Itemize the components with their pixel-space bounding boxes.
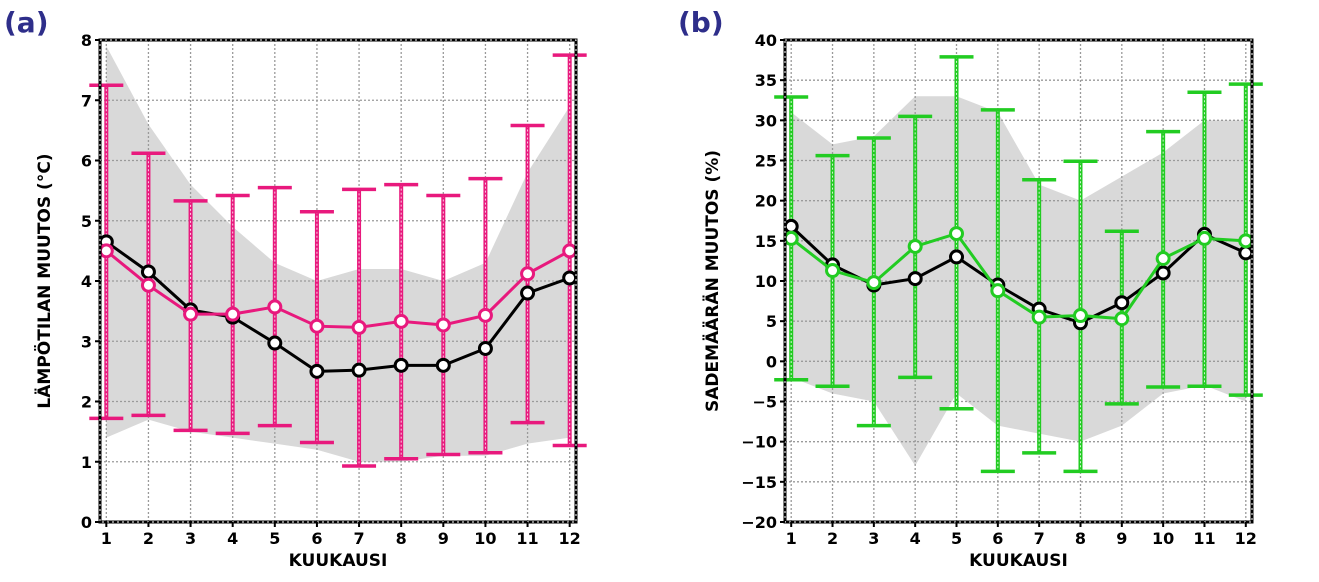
data-point: [183, 306, 199, 322]
data-point: [949, 249, 965, 265]
data-point: [990, 283, 1006, 299]
y-tick-label: 25: [755, 152, 777, 171]
x-tick-label: 9: [1116, 529, 1127, 548]
data-point: [1114, 311, 1130, 327]
y-tick-label: 0: [766, 352, 777, 371]
x-tick-label: 6: [311, 529, 322, 548]
data-point: [1238, 233, 1254, 249]
y-tick-label: −15: [741, 473, 777, 492]
data-point: [907, 238, 923, 254]
data-point: [783, 230, 799, 246]
data-point: [1031, 309, 1047, 325]
data-point: [477, 307, 493, 323]
data-point: [825, 263, 841, 279]
x-tick-label: 10: [1152, 529, 1174, 548]
x-tick-label: 4: [227, 529, 238, 548]
x-tick-label: 7: [1034, 529, 1045, 548]
y-tick-label: 15: [755, 232, 777, 251]
y-tick-label: 20: [755, 192, 777, 211]
x-tick-label: 9: [438, 529, 449, 548]
data-point: [393, 357, 409, 373]
y-tick-label: 5: [766, 312, 777, 331]
x-tick-label: 11: [1193, 529, 1215, 548]
x-tick-label: 3: [185, 529, 196, 548]
y-tick-label: 4: [81, 272, 92, 291]
data-point: [140, 277, 156, 293]
series-line: [105, 249, 571, 329]
y-tick-label: 40: [755, 31, 777, 50]
y-tick-label: −20: [741, 513, 777, 532]
x-tick-label: 11: [516, 529, 538, 548]
data-point: [1238, 245, 1254, 261]
x-tick-label: 12: [1235, 529, 1257, 548]
data-point: [267, 335, 283, 351]
y-axis-title: SADEMÄÄRÄN MUUTOS (%): [701, 150, 723, 412]
y-axis-title: LÄMPÖTILAN MUUTOS (°C): [33, 153, 55, 408]
data-point: [393, 313, 409, 329]
y-tick-label: 1: [81, 453, 92, 472]
x-tick-label: 7: [353, 529, 364, 548]
y-tick-label: 2: [81, 393, 92, 412]
data-point: [477, 340, 493, 356]
data-point: [1196, 230, 1212, 246]
data-point: [783, 218, 799, 234]
data-point: [1072, 308, 1088, 324]
data-point: [949, 226, 965, 242]
x-tick-label: 3: [868, 529, 879, 548]
shaded-range: [106, 46, 570, 462]
data-point: [520, 285, 536, 301]
data-point: [866, 275, 882, 291]
x-tick-label: 12: [559, 529, 581, 548]
y-tick-label: −5: [752, 393, 777, 412]
y-tick-label: 30: [755, 111, 777, 130]
x-tick-label: 2: [143, 529, 154, 548]
data-point: [1114, 295, 1130, 311]
data-point: [225, 306, 241, 322]
x-tick-label: 8: [1075, 529, 1086, 548]
data-point: [1155, 251, 1171, 267]
y-tick-label: −10: [741, 433, 777, 452]
x-tick-label: 2: [827, 529, 838, 548]
x-tick-label: 6: [992, 529, 1003, 548]
y-tick-label: 5: [81, 212, 92, 231]
x-tick-label: 1: [101, 529, 112, 548]
data-point: [140, 264, 156, 280]
y-tick-label: 0: [81, 513, 92, 532]
data-point: [267, 299, 283, 315]
x-tick-label: 1: [786, 529, 797, 548]
data-point: [351, 319, 367, 335]
y-tick-label: 6: [81, 152, 92, 171]
data-point: [907, 271, 923, 287]
y-tick-label: 7: [81, 91, 92, 110]
y-tick-label: 35: [755, 71, 777, 90]
data-point: [562, 243, 578, 259]
data-point: [435, 317, 451, 333]
data-point: [562, 270, 578, 286]
x-tick-label: 10: [474, 529, 496, 548]
panel-label-b: (b): [678, 6, 724, 39]
x-axis-title: KUUKAUSI: [969, 551, 1068, 571]
x-tick-label: 4: [910, 529, 921, 548]
x-axis-title: KUUKAUSI: [289, 551, 388, 571]
x-tick-label: 5: [951, 529, 962, 548]
y-tick-label: 3: [81, 332, 92, 351]
data-point: [1155, 265, 1171, 281]
y-tick-label: 8: [81, 31, 92, 50]
data-point: [520, 266, 536, 282]
y-tick-label: 10: [755, 272, 777, 291]
data-point: [98, 243, 114, 259]
data-point: [309, 318, 325, 334]
series-line: [105, 240, 571, 373]
panel-label-a: (a): [4, 6, 49, 39]
series-colored: [783, 226, 1254, 327]
data-point: [309, 363, 325, 379]
x-tick-label: 8: [396, 529, 407, 548]
data-point: [435, 357, 451, 373]
data-point: [351, 362, 367, 378]
series-colored: [98, 243, 578, 335]
x-tick-label: 5: [269, 529, 280, 548]
